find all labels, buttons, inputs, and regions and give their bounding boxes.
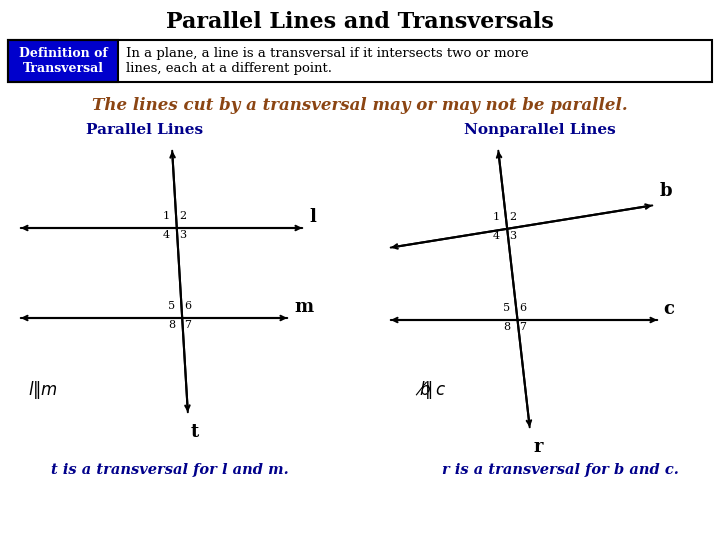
Text: 5: 5 [503,303,510,313]
Text: Nonparallel Lines: Nonparallel Lines [464,123,616,137]
Text: In a plane, a line is a transversal if it intersects two or more
lines, each at : In a plane, a line is a transversal if i… [126,47,528,75]
Text: 2: 2 [509,212,516,222]
Text: 7: 7 [184,320,192,330]
Text: 4: 4 [493,231,500,241]
Text: Parallel Lines: Parallel Lines [86,123,204,137]
Text: $b\!\not\!\|\,c$: $b\!\not\!\|\,c$ [415,379,446,401]
Text: The lines cut by a transversal may or may not be parallel.: The lines cut by a transversal may or ma… [92,97,628,113]
Text: Definition of
Transversal: Definition of Transversal [19,47,107,75]
Text: 2: 2 [179,211,186,221]
Text: Parallel Lines and Transversals: Parallel Lines and Transversals [166,11,554,33]
Text: 8: 8 [503,322,510,332]
Text: m: m [294,298,313,316]
Text: 1: 1 [163,211,170,221]
Text: l: l [309,208,316,226]
Text: r: r [534,438,544,456]
Text: 4: 4 [163,230,170,240]
Bar [8,40,712,82]
Text: 6: 6 [520,303,526,313]
Text: r is a transversal for b and c.: r is a transversal for b and c. [441,463,678,477]
Text: 1: 1 [493,212,500,222]
Text: b: b [660,182,672,200]
Text: t is a transversal for l and m.: t is a transversal for l and m. [51,463,289,477]
Text: 5: 5 [168,301,175,311]
Text: 8: 8 [168,320,175,330]
Text: c: c [663,300,674,318]
Bar [8,40,118,82]
Text: t: t [191,423,199,441]
Text: $l\|m$: $l\|m$ [28,379,58,401]
Text: 6: 6 [184,301,192,311]
Text: 3: 3 [179,230,186,240]
Text: 3: 3 [509,231,516,241]
Text: 7: 7 [520,322,526,332]
